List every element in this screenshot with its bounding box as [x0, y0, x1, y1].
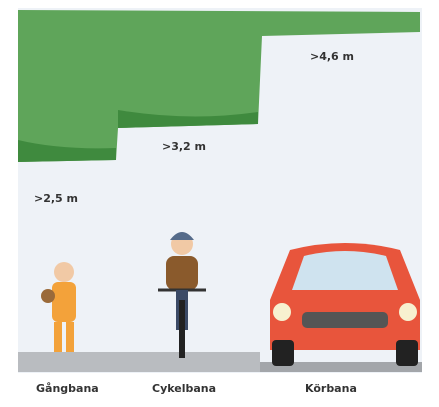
height-label: >3,2 m — [162, 140, 206, 153]
car — [270, 243, 420, 366]
sidewalk — [18, 352, 260, 372]
lane-label: Cykelbana — [152, 382, 216, 395]
illustration: >4,6 m >3,2 m >2,5 m Gångbana Cykelbana … — [0, 0, 439, 403]
height-label: >4,6 m — [310, 50, 354, 63]
lane-label: Gångbana — [36, 382, 99, 395]
lane-label: Körbana — [305, 382, 357, 395]
height-label: >2,5 m — [34, 192, 78, 205]
